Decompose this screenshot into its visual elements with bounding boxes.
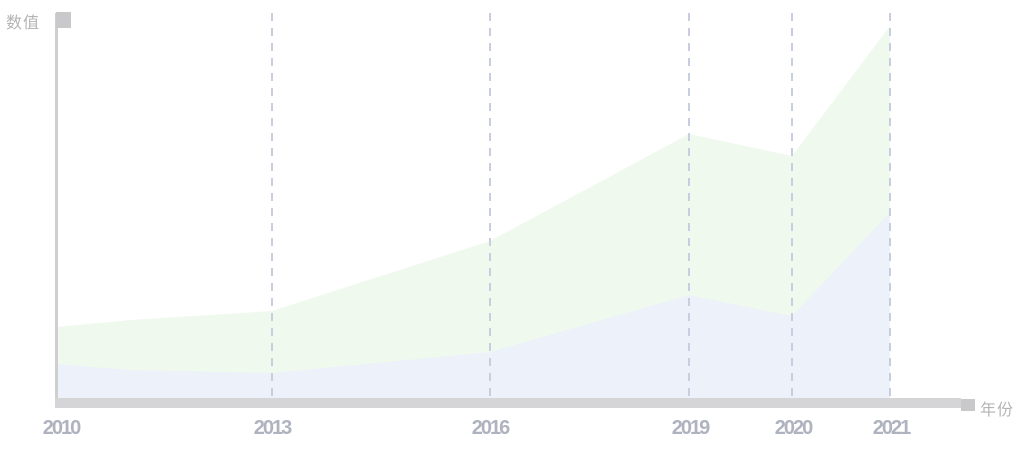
x-axis-line [55, 398, 961, 408]
blue-area-series[interactable] [56, 212, 890, 399]
x-tick-label: 2019 [671, 417, 710, 439]
x-tick-label: 2013 [253, 417, 292, 439]
vertical-dashed-gridlines [271, 13, 891, 398]
y-axis-line [55, 13, 58, 399]
series-areas [56, 26, 890, 399]
y-axis-end-box-glyph [56, 12, 71, 28]
x-tick-label: 2010 [42, 417, 81, 439]
y-axis-title: 数值 [6, 15, 41, 32]
x-axis-title: 年份 [980, 402, 1015, 419]
x-axis-end-box-glyph [961, 399, 975, 411]
x-tick-label: 2021 [872, 417, 911, 439]
x-tick-label: 2020 [774, 417, 813, 439]
x-tick-label: 2016 [471, 417, 510, 439]
axes [55, 12, 975, 411]
